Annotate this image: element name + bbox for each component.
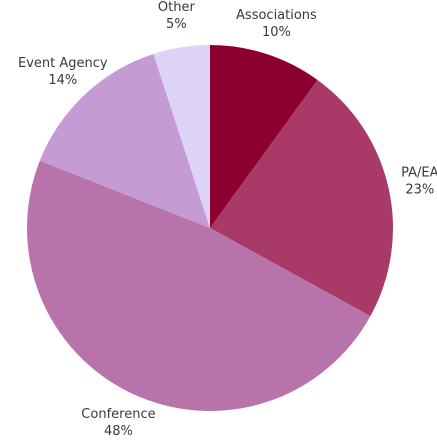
slice-value: 5% <box>166 17 187 32</box>
slice-label: Associations <box>236 8 317 23</box>
pie-slice <box>153 45 210 228</box>
slice-label: Event Agency <box>18 56 108 71</box>
slice-value: 48% <box>104 424 133 439</box>
slice-label: Other <box>158 0 196 15</box>
slice-label: Conference <box>81 407 155 422</box>
pie-slice <box>210 79 394 317</box>
pie-slice <box>39 53 210 228</box>
slice-label: PA/EA <box>401 166 437 181</box>
slice-value: 14% <box>48 73 77 88</box>
pie-slice <box>27 160 371 411</box>
slice-value: 23% <box>405 183 434 198</box>
pie-slice <box>210 45 318 228</box>
slice-value: 10% <box>262 25 291 40</box>
